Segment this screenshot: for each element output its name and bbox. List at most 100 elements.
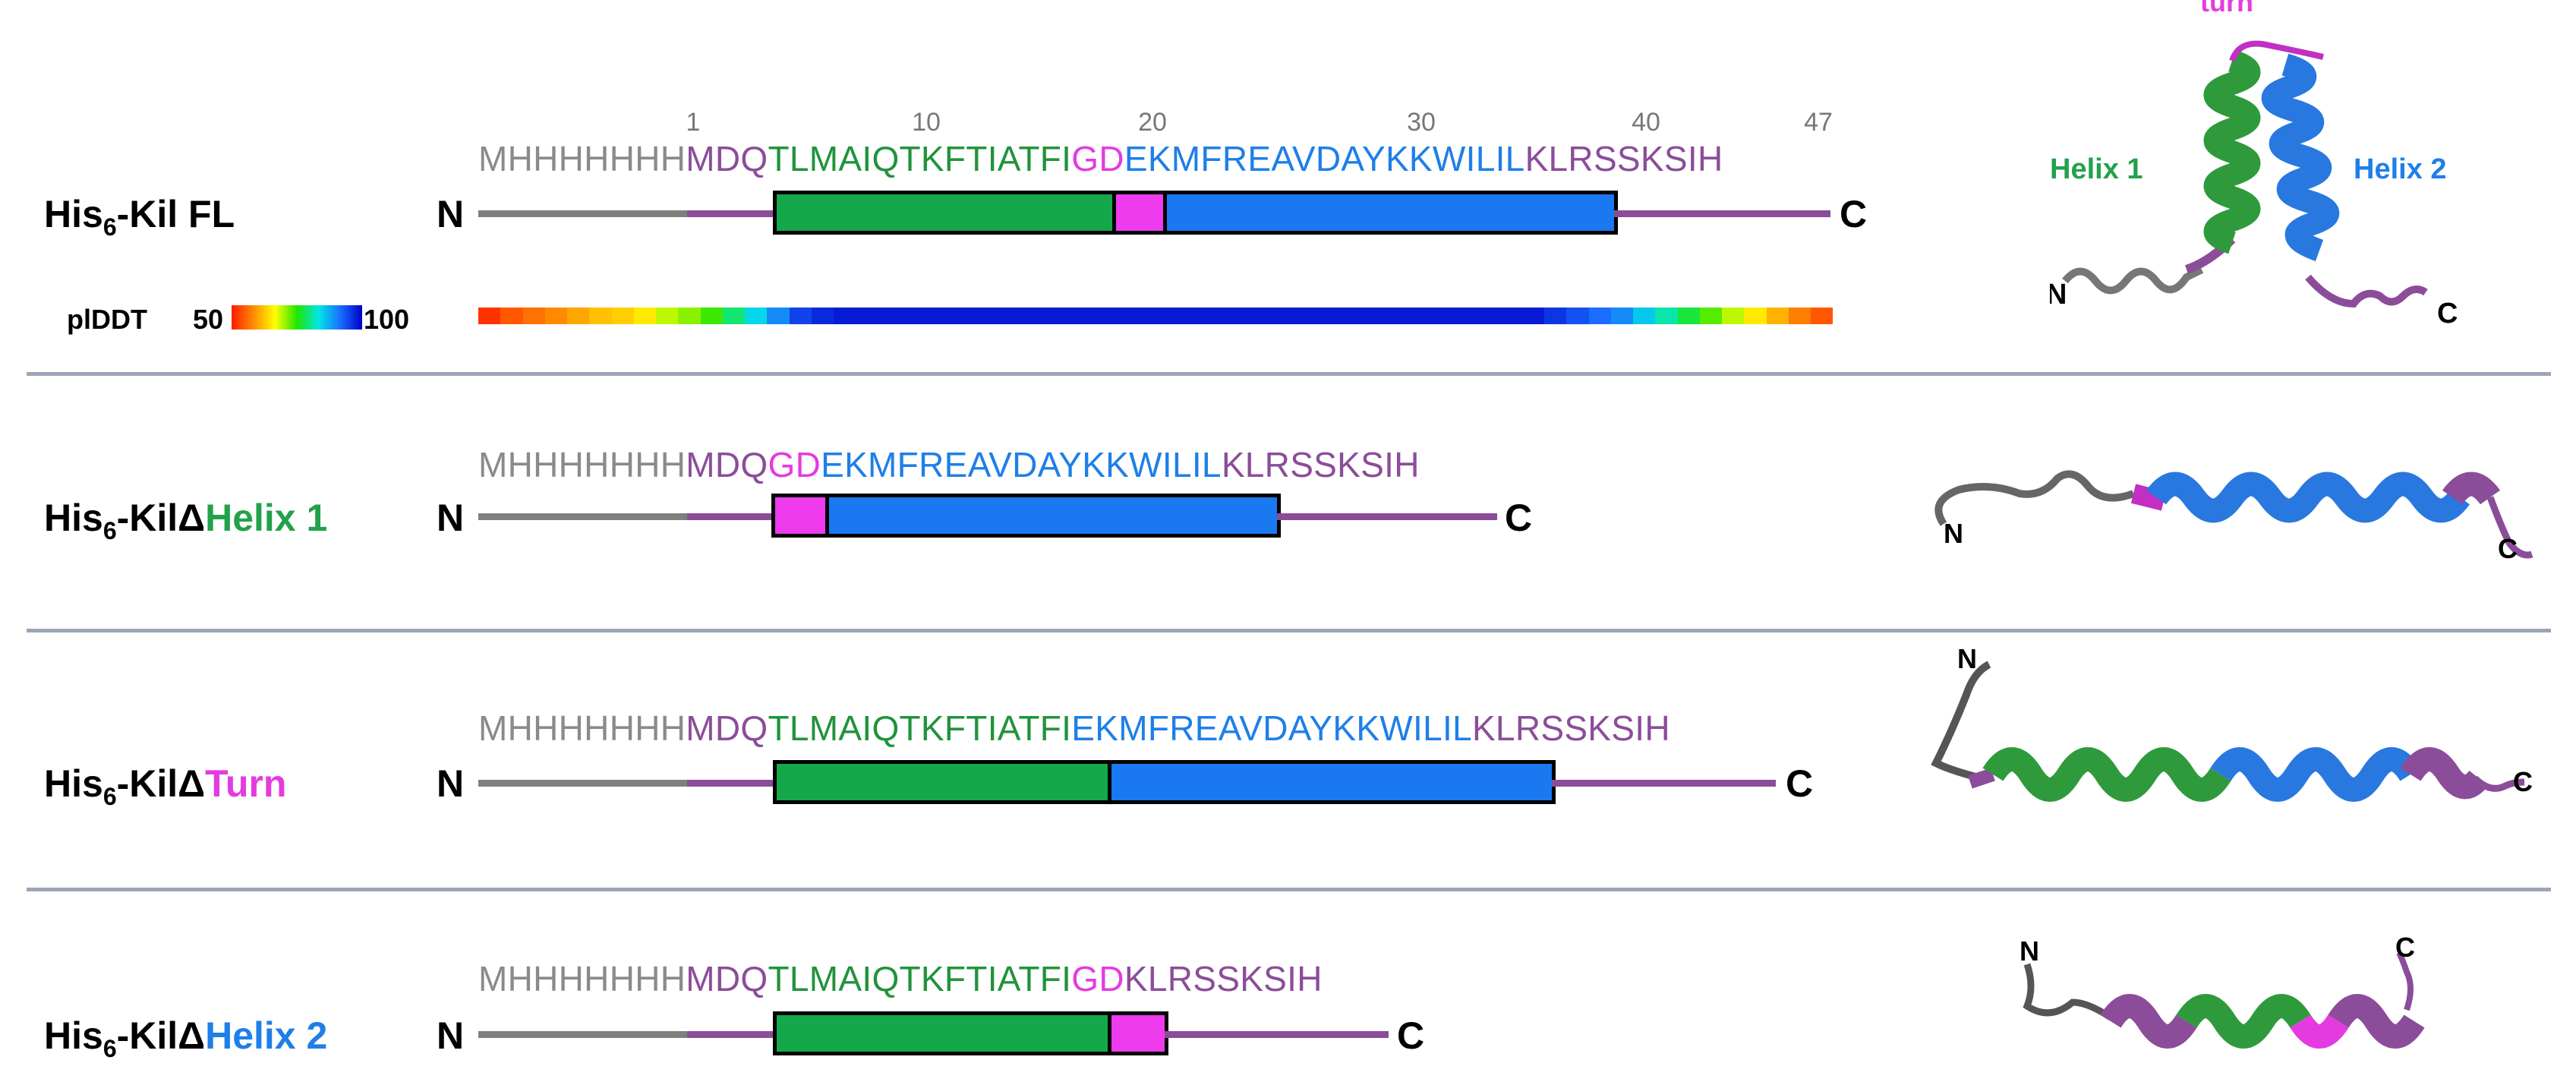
n-linker-line xyxy=(687,1031,778,1038)
plddt-cell xyxy=(878,308,900,324)
helix2-box xyxy=(1108,760,1556,804)
his-tag-line xyxy=(478,513,687,520)
ruler-tick-30: 30 xyxy=(1407,108,1436,137)
plddt-cell xyxy=(1588,308,1611,324)
structure-helix2-label: Helix 2 xyxy=(2354,153,2447,185)
plddt-max: 100 xyxy=(364,304,410,335)
construct-label-dturn: His6-KilΔTurn xyxy=(44,762,287,810)
plddt-cell xyxy=(1455,308,1478,324)
plddt-cell xyxy=(944,308,967,324)
construct-label-dhelix1: His6-KilΔHelix 1 xyxy=(44,497,328,544)
sequence-dhelix1: MHHHHHHHMDQGDEKMFREAVDAYKKWILILKLRSSKSIH xyxy=(478,445,1420,484)
helix2-box xyxy=(1163,191,1618,235)
plddt-cell xyxy=(1811,308,1833,324)
sequence-dhelix2: MHHHHHHHMDQTLMAIQTKFTIATFIGDKLRSSKSIH xyxy=(478,959,1323,998)
plddt-cell xyxy=(1477,308,1500,324)
seg-n-linker: MDQ xyxy=(686,139,768,178)
plddt-cell xyxy=(811,308,834,324)
structure-n-label: N xyxy=(1957,645,1977,674)
separator-2 xyxy=(27,629,2551,632)
structure-n-label: N xyxy=(2019,935,2039,967)
plddt-cell xyxy=(1499,308,1522,324)
plddt-cell xyxy=(1300,308,1323,324)
plddt-cell xyxy=(922,308,945,324)
seg-helix1: TLMAIQTKFTIATFI xyxy=(768,139,1072,178)
n-terminus: N xyxy=(437,1014,465,1057)
structure-n-label: N xyxy=(2050,279,2067,311)
turn-box xyxy=(1112,191,1167,235)
plddt-cell xyxy=(567,308,590,324)
construct-label-dhelix2: His6-KilΔHelix 2 xyxy=(44,1014,328,1062)
plddt-cell xyxy=(478,308,501,324)
plddt-cell xyxy=(633,308,656,324)
plddt-cell xyxy=(1677,308,1700,324)
plddt-cell xyxy=(1344,308,1367,324)
c-terminus: C xyxy=(1505,497,1533,539)
plddt-cell xyxy=(1144,308,1167,324)
structure-c-label: C xyxy=(2513,766,2533,797)
plddt-cell xyxy=(1122,308,1145,324)
c-linker-line xyxy=(1165,1031,1389,1038)
separator-3 xyxy=(27,888,2551,891)
structure-c-label: C xyxy=(2498,533,2518,564)
plddt-cell xyxy=(1211,308,1234,324)
structure-c-label: C xyxy=(2395,932,2415,963)
c-linker-line xyxy=(1277,513,1497,520)
n-linker-line xyxy=(687,210,778,217)
seg-helix2: EKMFREAVDAYKKWILIL xyxy=(1124,139,1525,178)
plddt-cell xyxy=(1722,308,1745,324)
c-terminus: C xyxy=(1840,193,1868,235)
ruler-tick-47: 47 xyxy=(1804,108,1833,137)
plddt-cell xyxy=(1544,308,1567,324)
his-tag-line xyxy=(478,780,687,787)
plddt-cell xyxy=(1189,308,1212,324)
structure-n-label: N xyxy=(1944,518,1963,549)
plddt-cell xyxy=(1411,308,1433,324)
turn-box xyxy=(1108,1011,1168,1055)
c-linker-line xyxy=(1552,780,1776,787)
plddt-scale-bar xyxy=(232,305,362,330)
plddt-cell xyxy=(1566,308,1589,324)
structure-dturn: N C xyxy=(1931,645,2533,802)
plddt-cell xyxy=(1255,308,1278,324)
sequence-dturn: MHHHHHHHMDQTLMAIQTKFTIATFIEKMFREAVDAYKKW… xyxy=(478,708,1670,748)
plddt-cell xyxy=(544,308,567,324)
plddt-cell xyxy=(1278,308,1301,324)
plddt-cell xyxy=(1788,308,1811,324)
plddt-cell xyxy=(767,308,790,324)
c-linker-line xyxy=(1614,210,1830,217)
plddt-cell xyxy=(1655,308,1678,324)
plddt-cell xyxy=(1100,308,1123,324)
plddt-cell xyxy=(1055,308,1078,324)
n-terminus: N xyxy=(437,497,465,539)
structure-turn-label: turn xyxy=(2200,0,2253,17)
plddt-cell xyxy=(589,308,612,324)
n-terminus: N xyxy=(437,762,465,805)
plddt-cell xyxy=(966,308,989,324)
plddt-min: 50 xyxy=(193,304,224,335)
ruler-tick-10: 10 xyxy=(912,108,941,137)
helix1-box xyxy=(773,1011,1111,1055)
structure-dhelix1: N C xyxy=(1934,470,2533,564)
c-terminus: C xyxy=(1786,762,1814,805)
plddt-cell xyxy=(1433,308,1455,324)
plddt-cell xyxy=(1367,308,1389,324)
ruler-tick-1: 1 xyxy=(686,108,701,137)
plddt-cell xyxy=(834,308,856,324)
seg-his-tag: MHHHHHHH xyxy=(478,139,686,178)
seg-c-linker: KLRSSKSIH xyxy=(1524,139,1723,178)
plddt-cell xyxy=(700,308,723,324)
plddt-cell xyxy=(1521,308,1544,324)
helix1-box xyxy=(773,760,1111,804)
plddt-cell xyxy=(722,308,745,324)
plddt-cell xyxy=(1744,308,1767,324)
his-tag-line xyxy=(478,1031,687,1038)
his-tag-line xyxy=(478,210,687,217)
ruler-tick-40: 40 xyxy=(1632,108,1660,137)
helix2-box xyxy=(825,494,1281,538)
plddt-label: plDDT xyxy=(67,304,147,335)
ruler-tick-20: 20 xyxy=(1138,108,1167,137)
plddt-cell xyxy=(1322,308,1345,324)
c-terminus: C xyxy=(1397,1014,1425,1057)
plddt-cell xyxy=(1389,308,1411,324)
